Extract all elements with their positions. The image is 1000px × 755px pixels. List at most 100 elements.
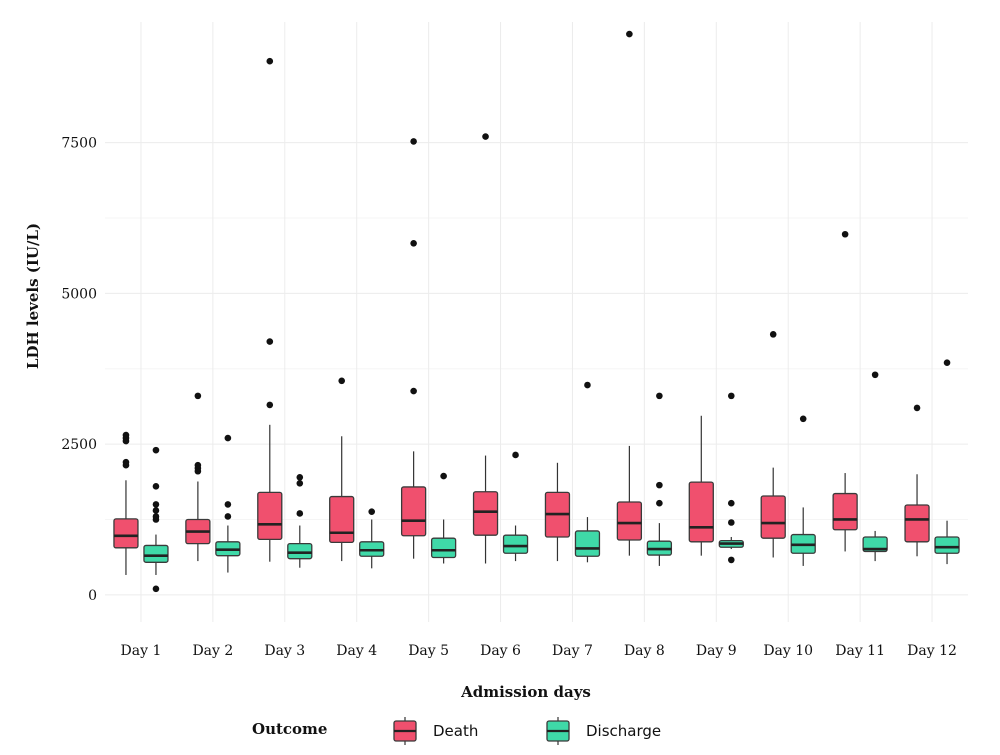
outlier-point (656, 481, 663, 489)
death-box-8 (616, 30, 643, 556)
outlier-point (440, 472, 447, 480)
box-iqr (574, 530, 601, 557)
outlier-point (152, 513, 160, 520)
discharge-box-11 (862, 371, 888, 562)
outlier-point (224, 513, 232, 520)
death-box-1 (113, 431, 139, 575)
death-box-11 (832, 230, 858, 552)
box-iqr (257, 491, 283, 541)
box-iqr (472, 491, 499, 536)
outlier-point (152, 585, 160, 593)
outlier-point (122, 431, 130, 439)
outlier-point (410, 240, 417, 247)
legend-item-discharge: Discharge (546, 717, 661, 745)
legend-label: Discharge (586, 722, 661, 740)
y-axis-ticks: 0 2500 5000 7500 (61, 136, 97, 604)
box-iqr (904, 504, 930, 543)
death-box-4 (329, 377, 355, 562)
box-iqr (934, 536, 960, 554)
outlier-point (626, 30, 633, 38)
x-tick-label: Day 5 (408, 643, 449, 659)
death-box-2 (185, 392, 211, 562)
outlier-point (296, 473, 304, 481)
x-tick-label: Day 4 (336, 643, 377, 659)
outlier-point (152, 483, 160, 490)
outlier-point (727, 499, 735, 507)
legend-title: Outcome (252, 720, 327, 738)
box-iqr (502, 534, 529, 554)
discharge-box-4 (359, 508, 385, 569)
outlier-point (368, 508, 376, 515)
outlier-point (656, 392, 663, 400)
outlier-point (122, 458, 130, 466)
gridlines (105, 22, 968, 622)
discharge-box-10 (790, 415, 816, 566)
x-tick-label: Day 7 (552, 643, 593, 659)
box-series (113, 30, 960, 593)
discharge-box-6 (502, 451, 529, 562)
outlier-point (727, 392, 735, 400)
outlier-point (482, 133, 489, 140)
box-iqr (329, 495, 355, 544)
outlier-point (769, 331, 777, 338)
death-box-6 (472, 133, 499, 564)
y-tick-label: 2500 (61, 437, 97, 453)
x-tick-label: Day 11 (835, 643, 885, 659)
legend-label: Death (433, 722, 478, 740)
x-axis-ticks: Day 1 Day 2 Day 3 Day 4 Day 5 Day 6 Day 7 Day 8… (121, 643, 957, 659)
discharge-box-3 (287, 473, 313, 568)
outlier-point (841, 230, 849, 238)
outlier-point (266, 338, 274, 345)
y-tick-label: 7500 (61, 136, 97, 152)
outlier-point (913, 404, 921, 412)
box-iqr (143, 544, 169, 563)
discharge-box-7 (574, 381, 601, 563)
x-tick-label: Day 1 (121, 643, 162, 659)
outlier-point (727, 556, 735, 564)
death-box-10 (760, 331, 786, 558)
box-iqr (400, 486, 427, 537)
death-box-3 (257, 57, 283, 562)
legend: Outcome Death Discharge (252, 717, 661, 745)
box-iqr (113, 518, 139, 549)
outlier-point (224, 434, 232, 442)
outlier-point (152, 501, 160, 508)
discharge-box-9 (718, 392, 744, 564)
outlier-point (584, 381, 591, 389)
box-iqr (688, 481, 714, 543)
x-tick-label: Day 8 (624, 643, 665, 659)
outlier-point (871, 371, 879, 379)
discharge-box-12 (934, 359, 960, 565)
death-box-7 (544, 462, 571, 562)
death-box-12 (904, 404, 930, 557)
discharge-box-1 (143, 446, 169, 593)
death-box-9 (688, 415, 714, 556)
x-tick-label: Day 3 (264, 643, 305, 659)
outlier-point (410, 138, 417, 145)
outlier-point (152, 446, 160, 454)
discharge-box-8 (646, 392, 673, 566)
x-axis-title: Admission days (460, 683, 591, 701)
outlier-point (727, 519, 735, 526)
x-tick-label: Day 6 (480, 643, 521, 659)
y-tick-label: 0 (88, 588, 97, 604)
box-iqr (760, 495, 786, 539)
outlier-point (296, 480, 304, 487)
outlier-point (266, 57, 274, 65)
outlier-point (410, 387, 417, 395)
outlier-point (194, 461, 202, 469)
outlier-point (512, 451, 519, 459)
y-axis-title: LDH levels (IU/L) (24, 223, 42, 369)
outlier-point (152, 507, 160, 514)
x-tick-label: Day 12 (907, 643, 957, 659)
discharge-box-5 (430, 472, 457, 564)
legend-item-death: Death (393, 717, 478, 745)
death-box-5 (400, 138, 427, 559)
outlier-point (799, 415, 807, 423)
outlier-point (266, 401, 274, 409)
y-tick-label: 5000 (61, 286, 97, 302)
outlier-point (943, 359, 951, 367)
outlier-point (656, 499, 663, 507)
box-iqr (832, 492, 858, 531)
